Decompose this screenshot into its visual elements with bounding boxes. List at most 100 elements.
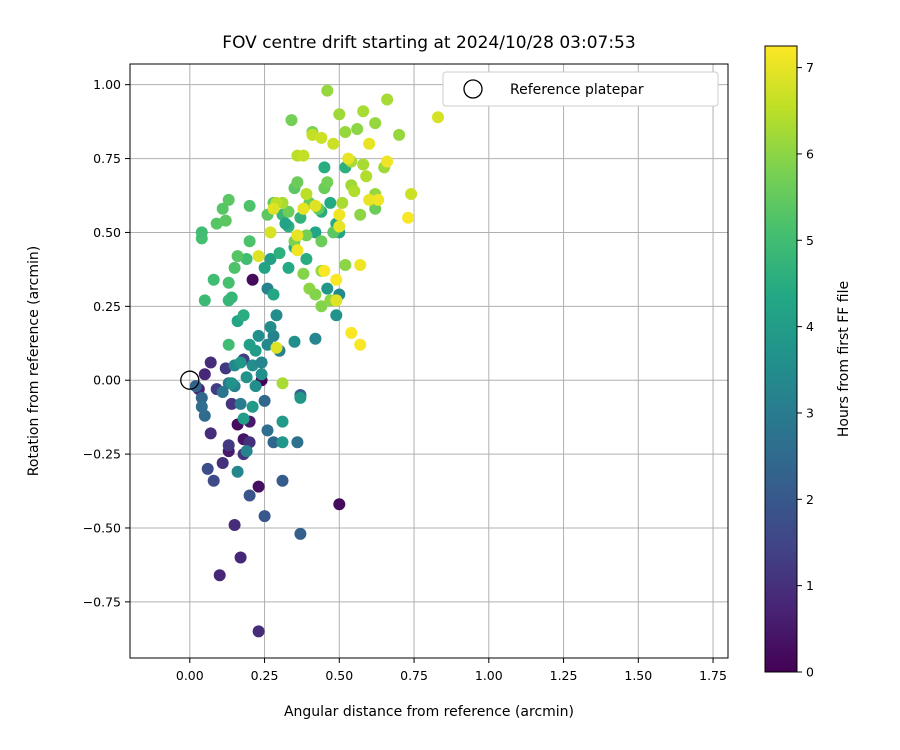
scatter-point — [246, 400, 259, 413]
chart-title: FOV centre drift starting at 2024/10/28 … — [222, 33, 635, 53]
scatter-point — [381, 93, 394, 106]
scatter-point — [345, 326, 358, 339]
scatter-point — [405, 188, 418, 200]
colorbar-ticks: 0 1 2 3 4 5 6 7 — [797, 60, 814, 680]
scatter-point — [321, 84, 334, 97]
scatter-point — [246, 359, 259, 372]
y-axis-ticks: −0.75 −0.50 −0.25 0.00 0.25 0.50 0.75 1.00 — [83, 77, 130, 609]
colorbar-tick-label: 4 — [806, 319, 814, 334]
scatter-point — [357, 158, 370, 171]
x-tick-label: 1.00 — [475, 668, 503, 683]
y-tick-label: 0.75 — [93, 151, 121, 166]
scatter-point — [219, 214, 232, 227]
y-tick-label: −0.50 — [83, 520, 121, 535]
legend-box — [442, 71, 719, 107]
scatter-point — [300, 229, 313, 242]
x-tick-label: 0.50 — [325, 668, 353, 683]
y-tick-label: 0.25 — [93, 299, 121, 314]
scatter-point — [267, 436, 280, 449]
scatter-point — [348, 185, 361, 198]
scatter-point — [267, 288, 280, 301]
scatter-point — [243, 199, 256, 212]
scatter-point — [291, 229, 304, 242]
scatter-point — [291, 176, 304, 189]
scatter-point — [291, 436, 304, 449]
scatter-point — [216, 457, 229, 469]
scatter-point — [204, 356, 217, 369]
scatter-point — [315, 131, 328, 144]
scatter-point — [195, 226, 208, 239]
legend: Reference platepar — [442, 71, 719, 107]
scatter-point — [351, 123, 364, 135]
legend-marker-icon — [463, 79, 483, 99]
scatter-point — [354, 338, 367, 351]
scatter-point — [369, 117, 382, 130]
scatter-point — [321, 176, 334, 189]
scatter-point — [333, 208, 346, 221]
scatter-point — [276, 415, 289, 428]
scatter-point — [309, 288, 322, 301]
scatter-point — [315, 300, 328, 313]
scatter-point — [243, 235, 256, 248]
scatter-point — [237, 412, 250, 425]
scatter-point — [282, 205, 295, 218]
y-tick-label: −0.75 — [83, 594, 121, 609]
scatter-point — [207, 273, 220, 286]
scatter-point — [243, 338, 256, 351]
colorbar-tick-label: 6 — [806, 146, 814, 161]
scatter-point — [234, 551, 247, 564]
scatter-point — [372, 193, 385, 206]
scatter-point — [363, 193, 376, 206]
x-axis-ticks: 0.00 0.25 0.50 0.75 1.00 1.25 1.50 1.75 — [176, 658, 727, 683]
scatter-point — [222, 338, 235, 351]
x-tick-label: 0.00 — [176, 668, 204, 683]
scatter-point — [216, 202, 229, 215]
scatter-point — [243, 489, 256, 502]
colorbar-tick-label: 7 — [806, 60, 814, 75]
scatter-point — [246, 273, 259, 286]
scatter-point — [354, 208, 367, 221]
scatter-point — [201, 462, 214, 475]
legend-entry-reference-platepar: Reference platepar — [510, 82, 644, 98]
scatter-point — [330, 273, 343, 286]
scatter-point — [294, 527, 307, 540]
scatter-point — [318, 161, 331, 174]
scatter-point — [237, 309, 250, 322]
colorbar-tick-label: 2 — [806, 492, 814, 507]
scatter-point — [321, 282, 334, 295]
scatter-point — [264, 321, 277, 333]
reference-platepar-marker — [180, 370, 200, 390]
scatter-point — [255, 356, 268, 369]
scatter-point — [195, 400, 208, 413]
scatter-point — [297, 149, 310, 162]
scatter-point — [267, 202, 280, 215]
scatter-point — [309, 332, 322, 345]
scatter-point — [330, 294, 343, 307]
scatter-point — [300, 253, 313, 265]
scatter-point — [252, 625, 265, 638]
x-tick-label: 1.25 — [550, 668, 578, 683]
scatter-point — [279, 217, 292, 230]
y-tick-label: 0.50 — [93, 225, 121, 240]
scatter-point — [297, 267, 310, 280]
colorbar: 0 1 2 3 4 5 6 7 Hours from first FF file — [764, 45, 852, 680]
scatter-point — [240, 253, 253, 265]
scatter-point — [339, 259, 352, 271]
scatter-point — [264, 226, 277, 239]
scatter-point — [297, 202, 310, 215]
scatter-point — [258, 510, 271, 523]
scatter-point — [288, 335, 301, 348]
colorbar-label: Hours from first FF file — [836, 281, 852, 437]
scatter-point — [273, 247, 286, 260]
scatter-point — [381, 155, 394, 168]
scatter-points — [189, 84, 444, 638]
scatter-point — [357, 105, 370, 118]
x-tick-label: 0.25 — [251, 668, 279, 683]
scatter-point — [261, 424, 274, 437]
scatter-point — [318, 264, 331, 277]
scatter-point — [300, 188, 313, 200]
colorbar-tick-label: 5 — [806, 233, 814, 248]
colorbar-tick-label: 3 — [806, 405, 814, 420]
x-tick-label: 0.75 — [400, 668, 428, 683]
